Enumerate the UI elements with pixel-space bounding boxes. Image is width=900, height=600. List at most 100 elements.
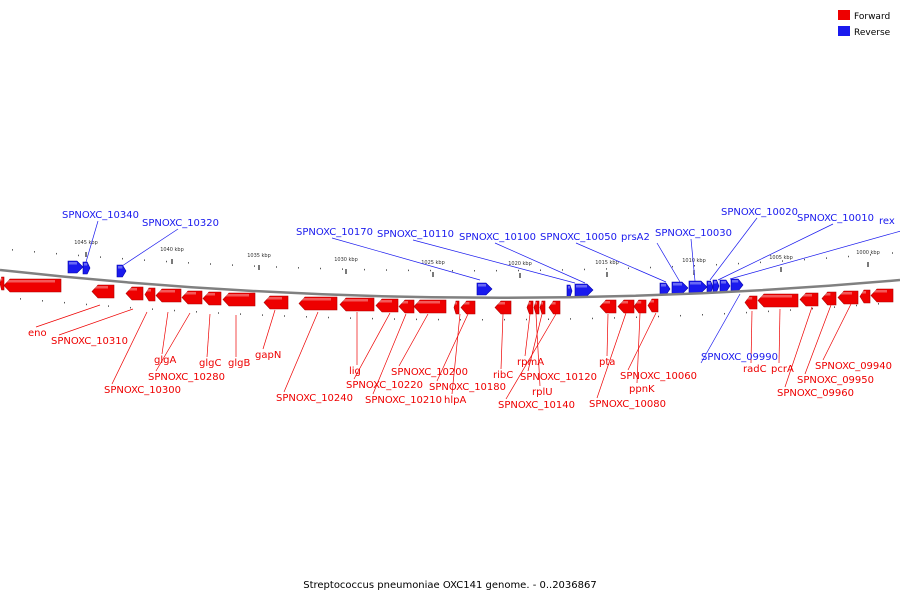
- forward-gene-label: SPNOXC_10280: [148, 372, 225, 383]
- gene-arrow-highlight: [649, 300, 654, 303]
- forward-gene-leader-line: [262, 309, 276, 350]
- forward-gene-label: glgB: [228, 358, 250, 369]
- gene-arrow[interactable]: [144, 287, 156, 302]
- ruler-minor-tick: [144, 259, 145, 261]
- gene-arrow-highlight: [535, 302, 537, 305]
- reverse-gene-leader-line: [575, 242, 667, 283]
- forward-gene-label: lig: [349, 366, 361, 377]
- gene-arrow[interactable]: [453, 300, 460, 315]
- ruler-minor-tick: [614, 317, 615, 319]
- ruler-minor-tick: [584, 268, 585, 271]
- gene-arrow[interactable]: [222, 292, 256, 307]
- ruler-minor-tick: [232, 264, 233, 266]
- gene-arrow[interactable]: [263, 295, 289, 310]
- gene-arrow[interactable]: [821, 291, 837, 306]
- forward-gene-label: rpmA: [517, 357, 544, 368]
- forward-gene-leader-line: [206, 313, 211, 358]
- gene-arrow[interactable]: [539, 300, 546, 315]
- gene-arrow[interactable]: [339, 297, 375, 312]
- gene-arrow[interactable]: [799, 292, 819, 307]
- gene-arrow-highlight: [861, 291, 866, 294]
- legend: Forward Reverse: [838, 10, 891, 38]
- gene-arrow[interactable]: [413, 299, 447, 314]
- gene-arrow[interactable]: [202, 291, 222, 306]
- gene-arrow[interactable]: [298, 296, 338, 311]
- gene-arrow[interactable]: [181, 290, 203, 305]
- forward-gene-leader-line: [524, 313, 531, 357]
- gene-arrow[interactable]: [67, 260, 84, 274]
- gene-arrow-highlight: [204, 293, 215, 296]
- gene-arrow[interactable]: [870, 288, 894, 303]
- gene-arrow[interactable]: [116, 264, 127, 278]
- forward-gene-label: eno: [28, 328, 47, 339]
- gene-arrow[interactable]: [659, 282, 671, 296]
- forward-gene-leader-line: [161, 311, 169, 355]
- ruler-minor-tick: [628, 267, 629, 270]
- ruler-minor-tick: [306, 316, 307, 318]
- gene-arrow[interactable]: [82, 261, 91, 275]
- ruler-minor-tick: [760, 261, 761, 264]
- gene-arrow[interactable]: [744, 295, 758, 310]
- gene-arrow[interactable]: [688, 280, 708, 294]
- forward-gene-label: radC: [743, 364, 767, 375]
- gene-arrow[interactable]: [476, 282, 493, 296]
- gene-arrow[interactable]: [712, 279, 720, 293]
- forward-gene-leader-line: [606, 313, 609, 357]
- gene-arrow[interactable]: [460, 300, 476, 315]
- ruler-minor-tick: [548, 318, 549, 321]
- ruler-minor-tick: [42, 300, 43, 302]
- gene-arrow[interactable]: [633, 299, 647, 314]
- ruler-tick-label: 1045 kbp: [74, 240, 98, 246]
- gene-arrow[interactable]: [125, 286, 144, 301]
- gene-arrow[interactable]: [574, 283, 594, 297]
- gene-arrow[interactable]: [566, 284, 573, 298]
- ruler-minor-tick: [386, 269, 387, 271]
- gene-arrow[interactable]: [533, 300, 540, 315]
- gene-arrow[interactable]: [671, 281, 689, 295]
- gene-arrow[interactable]: [859, 289, 871, 304]
- ruler-minor-tick: [408, 269, 409, 272]
- gene-arrow[interactable]: [647, 298, 659, 313]
- reverse-gene-label: SPNOXC_10020: [721, 207, 798, 218]
- gene-arrow[interactable]: [730, 278, 744, 292]
- legend-reverse-label: Reverse: [854, 28, 891, 38]
- gene-arrow[interactable]: [617, 299, 635, 314]
- ruler-minor-tick: [812, 307, 813, 310]
- forward-gene-label: SPNOXC_10060: [620, 371, 697, 382]
- gene-arrow[interactable]: [0, 276, 5, 291]
- gene-arrow[interactable]: [3, 278, 62, 293]
- gene-arrow-highlight: [550, 302, 556, 305]
- gene-arrow-highlight: [801, 294, 812, 297]
- ruler-minor-tick: [174, 309, 175, 312]
- gene-arrow[interactable]: [548, 300, 561, 315]
- forward-gene-leader-line: [778, 308, 781, 364]
- forward-gene-leader-line: [784, 306, 813, 388]
- gene-arrow-highlight: [541, 302, 543, 305]
- forward-gene-leader-line: [398, 313, 429, 367]
- gene-arrow[interactable]: [375, 298, 399, 313]
- ruler-minor-tick: [438, 318, 439, 321]
- gene-arrow[interactable]: [91, 284, 115, 299]
- ruler-minor-tick: [826, 257, 827, 259]
- gene-arrow[interactable]: [398, 299, 415, 314]
- gene-arrow[interactable]: [599, 299, 617, 314]
- gene-arrow[interactable]: [757, 293, 799, 308]
- ruler-minor-tick: [298, 267, 299, 269]
- ruler-tick-label: 1010 kbp: [682, 258, 706, 264]
- gene-arrow-highlight: [93, 286, 108, 289]
- ruler-minor-tick: [834, 306, 835, 308]
- legend-forward-label: Forward: [854, 12, 890, 22]
- gene-arrow[interactable]: [706, 280, 714, 294]
- ruler-minor-tick: [636, 316, 637, 319]
- ruler-minor-tick: [650, 266, 651, 269]
- forward-gene-label: SPNOXC_10180: [429, 382, 506, 393]
- ruler-minor-tick: [856, 304, 857, 307]
- gene-arrow[interactable]: [494, 300, 512, 315]
- ruler-minor-tick: [540, 269, 541, 272]
- gene-arrow[interactable]: [719, 279, 731, 293]
- forward-gene-leader-line: [596, 312, 627, 399]
- gene-arrow[interactable]: [155, 288, 182, 303]
- ruler-minor-tick: [196, 311, 197, 313]
- reverse-gene-leader-line: [494, 242, 586, 284]
- gene-arrow[interactable]: [526, 300, 534, 315]
